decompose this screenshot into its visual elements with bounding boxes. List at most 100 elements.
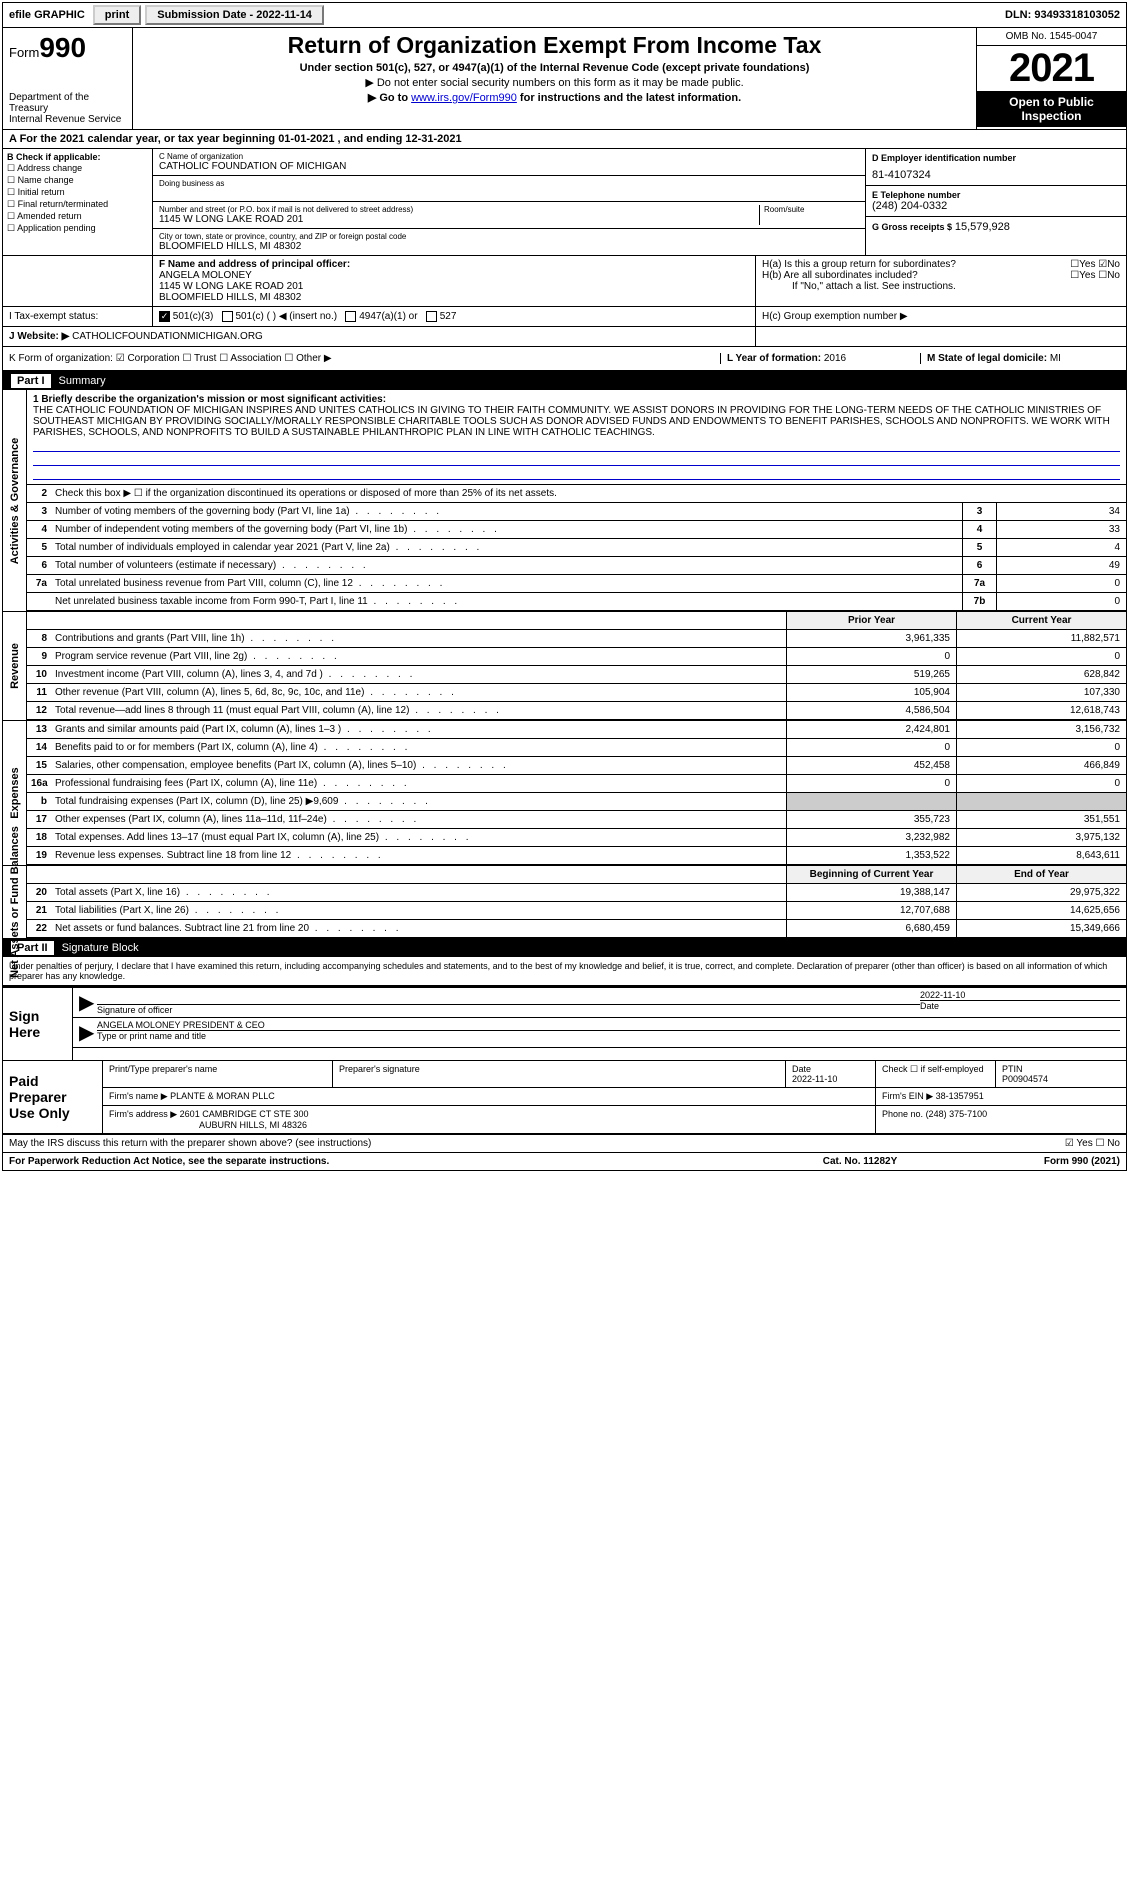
form-note-2a: ▶ Go to <box>368 92 411 104</box>
opt-527: 527 <box>440 311 457 322</box>
hb-answer: ☐Yes ☐No <box>1070 270 1120 281</box>
side-gov: Activities & Governance <box>9 437 21 564</box>
phone-value: (248) 204-0332 <box>872 200 1120 212</box>
summary-line: 17Other expenses (Part IX, column (A), l… <box>27 811 1126 829</box>
prep-sig-label: Preparer's signature <box>333 1061 786 1087</box>
chk-app-pending[interactable]: Application pending <box>7 223 148 234</box>
col-boy: Beginning of Current Year <box>786 866 956 883</box>
dept-label: Department of the Treasury <box>9 92 126 114</box>
addr-label: Number and street (or P.O. box if mail i… <box>159 205 759 214</box>
officer-name-label: Type or print name and title <box>97 1030 1120 1041</box>
tax-year: 2021 <box>977 46 1126 91</box>
opt-4947: 4947(a)(1) or <box>359 311 417 322</box>
fh-block: F Name and address of principal officer:… <box>3 256 1126 307</box>
summary-line: 10Investment income (Part VIII, column (… <box>27 666 1126 684</box>
room-label: Room/suite <box>764 205 859 214</box>
firm-addr1: 2601 CAMBRIDGE CT STE 300 <box>180 1109 309 1119</box>
summary-line: 12Total revenue—add lines 8 through 11 (… <box>27 702 1126 720</box>
summary-line: 8Contributions and grants (Part VIII, li… <box>27 630 1126 648</box>
discuss-answer: ☑ Yes ☐ No <box>1065 1138 1120 1149</box>
omb-number: OMB No. 1545-0047 <box>977 28 1126 46</box>
rev-section: Revenue Prior Year Current Year 8Contrib… <box>3 612 1126 721</box>
chk-amended[interactable]: Amended return <box>7 211 148 222</box>
firm-phone: (248) 375-7100 <box>926 1109 988 1119</box>
pra-notice: For Paperwork Reduction Act Notice, see … <box>9 1156 760 1167</box>
sig-date-label: Date <box>920 1000 1120 1011</box>
chk-527[interactable] <box>426 311 437 322</box>
signature-block: Sign Here ▶ Signature of officer 2022-11… <box>3 986 1126 1061</box>
officer-name: ANGELA MOLONEY <box>159 270 749 281</box>
opt-501c3: 501(c)(3) <box>173 311 214 322</box>
print-button[interactable]: print <box>93 5 141 25</box>
side-rev: Revenue <box>9 643 21 689</box>
summary-line: 15Salaries, other compensation, employee… <box>27 757 1126 775</box>
phone-label: E Telephone number <box>872 190 1120 200</box>
ha-label: H(a) Is this a group return for subordin… <box>762 259 956 270</box>
officer-addr1: 1145 W LONG LAKE ROAD 201 <box>159 281 749 292</box>
domicile-label: M State of legal domicile: <box>927 353 1047 364</box>
part1-title: Summary <box>59 375 106 387</box>
preparer-block: Paid Preparer Use Only Print/Type prepar… <box>3 1061 1126 1135</box>
city-value: BLOOMFIELD HILLS, MI 48302 <box>159 241 859 252</box>
firm-addr-label: Firm's address ▶ <box>109 1109 177 1119</box>
form-note-2b: for instructions and the latest informat… <box>517 92 741 104</box>
period-row: A For the 2021 calendar year, or tax yea… <box>3 130 1126 149</box>
hb-note: If "No," attach a list. See instructions… <box>762 281 1120 292</box>
gross-value: 15,579,928 <box>955 221 1010 233</box>
sig-date: 2022-11-10 <box>920 990 1120 1000</box>
org-name-label: C Name of organization <box>159 152 859 161</box>
opt-501c: 501(c) ( ) ◀ (insert no.) <box>235 311 337 322</box>
open-inspection: Open to Public Inspection <box>977 91 1126 127</box>
col-prior: Prior Year <box>786 612 956 629</box>
dba-label: Doing business as <box>159 179 859 188</box>
firm-name-label: Firm's name ▶ <box>109 1091 168 1101</box>
chk-initial-return[interactable]: Initial return <box>7 187 148 198</box>
firm-addr2: AUBURN HILLS, MI 48326 <box>109 1120 307 1130</box>
gross-label: G Gross receipts $ <box>872 222 952 232</box>
summary-line: 7aTotal unrelated business revenue from … <box>27 575 1126 593</box>
chk-name-change[interactable]: Name change <box>7 175 148 186</box>
chk-final-return[interactable]: Final return/terminated <box>7 199 148 210</box>
irs-link[interactable]: www.irs.gov/Form990 <box>411 92 517 104</box>
topbar: efile GRAPHIC print Submission Date - 20… <box>3 3 1126 28</box>
summary-line: 18Total expenses. Add lines 13–17 (must … <box>27 829 1126 847</box>
summary-line: 5Total number of individuals employed in… <box>27 539 1126 557</box>
klm-row: K Form of organization: ☑ Corporation ☐ … <box>3 347 1126 372</box>
form-title: Return of Organization Exempt From Incom… <box>141 32 968 59</box>
chk-501c3[interactable] <box>159 311 170 322</box>
website-label: J Website: ▶ <box>9 331 69 342</box>
irs-label: Internal Revenue Service <box>9 114 126 125</box>
summary-line: Net unrelated business taxable income fr… <box>27 593 1126 611</box>
hb-label: H(b) Are all subordinates included? <box>762 270 918 281</box>
website-value: CATHOLICFOUNDATIONMICHIGAN.ORG <box>72 331 263 342</box>
sig-officer-label: Signature of officer <box>97 1004 920 1015</box>
sign-here-label: Sign Here <box>3 988 73 1060</box>
i-label: I Tax-exempt status: <box>3 307 153 326</box>
firm-name: PLANTE & MORAN PLLC <box>170 1091 275 1101</box>
org-name: CATHOLIC FOUNDATION OF MICHIGAN <box>159 161 859 172</box>
dln: DLN: 93493318103052 <box>999 6 1126 24</box>
section-b-label: B Check if applicable: <box>7 152 148 162</box>
chk-501c[interactable] <box>222 311 233 322</box>
officer-addr2: BLOOMFIELD HILLS, MI 48302 <box>159 292 749 303</box>
na-section: Net Assets or Fund Balances Beginning of… <box>3 866 1126 939</box>
summary-line: 3Number of voting members of the governi… <box>27 503 1126 521</box>
summary-line: 19Revenue less expenses. Subtract line 1… <box>27 847 1126 865</box>
summary-line: 11Other revenue (Part VIII, column (A), … <box>27 684 1126 702</box>
hc-label: H(c) Group exemption number ▶ <box>756 307 1126 326</box>
summary-line: 13Grants and similar amounts paid (Part … <box>27 721 1126 739</box>
domicile: MI <box>1050 353 1061 364</box>
prep-self-emp: Check ☐ if self-employed <box>876 1061 996 1087</box>
mission-text: THE CATHOLIC FOUNDATION OF MICHIGAN INSP… <box>33 405 1120 438</box>
part2-title: Signature Block <box>62 942 139 954</box>
officer-printed-name: ANGELA MOLONEY PRESIDENT & CEO <box>97 1020 1120 1030</box>
chk-4947[interactable] <box>345 311 356 322</box>
ptin-value: P00904574 <box>1002 1074 1048 1084</box>
gov-section: Activities & Governance 1 Briefly descri… <box>3 390 1126 612</box>
arrow-icon: ▶ <box>79 1020 97 1045</box>
chk-address-change[interactable]: Address change <box>7 163 148 174</box>
summary-line: 22Net assets or fund balances. Subtract … <box>27 920 1126 938</box>
form-footer: Form 990 (2021) <box>960 1156 1120 1167</box>
exp-section: Expenses 13Grants and similar amounts pa… <box>3 721 1126 866</box>
firm-ein-label: Firm's EIN ▶ <box>882 1091 933 1101</box>
